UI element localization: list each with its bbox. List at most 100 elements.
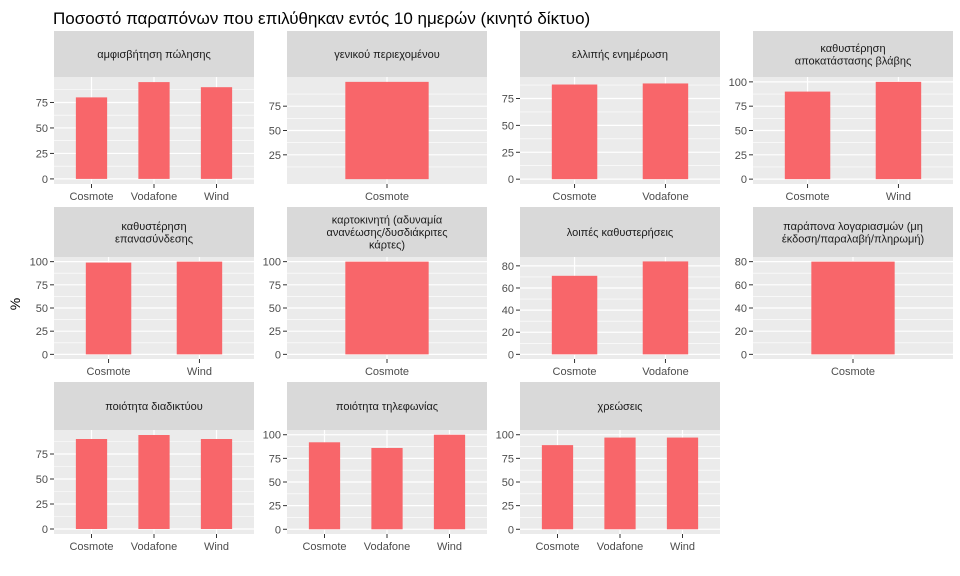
x-tick-label: Wind [670, 541, 695, 553]
bar [642, 261, 689, 355]
x-tick-label: Cosmote [553, 366, 597, 378]
y-tick-label: 60 [735, 280, 747, 292]
x-tick-label: Vodafone [642, 366, 689, 378]
facet-strip-label: ανανέωσης/δυσδιάκριτες [326, 227, 447, 239]
facet-panel: ποιότητα τηλεφωνίας 0 25 50 75 100 Cosmote Voda… [263, 382, 487, 553]
y-tick-label: 75 [36, 280, 48, 292]
x-tick-label: Cosmote [69, 541, 113, 553]
y-tick-label: 20 [502, 327, 514, 339]
facet-strip [287, 31, 487, 77]
bar [75, 97, 108, 179]
y-tick-label: 25 [36, 326, 48, 338]
x-tick-label: Cosmote [302, 541, 346, 553]
bar [345, 81, 429, 180]
y-tick-label: 75 [502, 453, 514, 465]
y-tick-label: 0 [42, 524, 48, 536]
y-tick-label: 0 [275, 524, 281, 536]
facet-strip-label: λοιπές καθυστερήσεις [567, 227, 673, 239]
y-tick-label: 25 [269, 150, 281, 162]
y-tick-label: 25 [269, 501, 281, 513]
y-tick-label: 0 [741, 349, 747, 361]
y-tick-label: 25 [36, 148, 48, 160]
x-tick-label: Cosmote [87, 366, 131, 378]
facet-strip-label: ποιότητα διαδικτύου [105, 401, 203, 413]
x-tick-label: Vodafone [364, 541, 411, 553]
facet-strip [753, 31, 953, 77]
facet-strip-label: ελλιπής ενημέρωση [572, 49, 668, 61]
y-tick-label: 40 [502, 305, 514, 317]
y-tick-label: 50 [735, 126, 747, 138]
bar [200, 439, 233, 529]
y-tick-label: 100 [729, 77, 747, 89]
facet-panel: λοιπές καθυστερήσεις 0 20 40 60 80 Cosmote Voda… [502, 207, 720, 378]
y-tick-label: 50 [36, 123, 48, 135]
facet-strip-label: κάρτες) [369, 240, 405, 252]
facet-panel: χρεώσεις 0 25 50 75 100 Cosmote Vodafone Wind [496, 382, 720, 553]
y-tick-label: 0 [42, 349, 48, 361]
facet-panel: αμφισβήτηση πώλησης 0 25 50 75 Cosmote Vodafon… [36, 31, 254, 203]
x-tick-label: Wind [204, 541, 229, 553]
y-tick-label: 100 [496, 430, 514, 442]
facet-strip-label: γενικού περιεχομένου [334, 49, 439, 61]
y-tick-label: 0 [42, 174, 48, 186]
facet-strip [54, 31, 254, 77]
y-tick-label: 80 [502, 261, 514, 273]
facet-panel: παράπονα λογαριασμών (μηέκδοση/παραλαβή/… [735, 207, 953, 378]
bar [551, 84, 598, 180]
y-tick-label: 25 [36, 499, 48, 511]
bar [604, 437, 636, 530]
y-tick-label: 20 [735, 326, 747, 338]
y-tick-label: 0 [508, 174, 514, 186]
x-tick-label: Cosmote [365, 366, 409, 378]
y-tick-label: 50 [502, 477, 514, 489]
bar [875, 81, 922, 180]
y-tick-label: 25 [735, 150, 747, 162]
x-tick-label: Cosmote [535, 541, 579, 553]
facet-strip [520, 207, 720, 257]
y-tick-label: 0 [275, 349, 281, 361]
bar [784, 91, 831, 180]
y-tick-label: 50 [269, 126, 281, 138]
facet-strip [54, 207, 254, 257]
facet-panel: ποιότητα διαδικτύου 0 25 50 75 Cosmote Vodafon… [36, 382, 254, 553]
y-tick-label: 50 [502, 120, 514, 132]
bar [433, 434, 466, 530]
y-tick-label: 40 [735, 303, 747, 315]
bar [85, 262, 132, 355]
y-tick-label: 50 [36, 474, 48, 486]
facet-panel: γενικού περιεχομένου 25 50 75 Cosmote [269, 31, 487, 203]
bar [371, 447, 403, 530]
facet-strip-label: αποκατάστασης βλάβης [795, 55, 912, 67]
y-tick-label: 25 [502, 147, 514, 159]
facet-strip-label: επανασύνδεσης [115, 233, 193, 245]
x-tick-label: Cosmote [831, 366, 875, 378]
y-tick-label: 25 [269, 326, 281, 338]
facet-grid: αμφισβήτηση πώλησης 0 25 50 75 Cosmote Vodafon… [30, 31, 953, 553]
bar [642, 83, 689, 180]
facet-strip [520, 31, 720, 77]
y-tick-label: 50 [269, 477, 281, 489]
facet-strip [520, 382, 720, 430]
facet-strip-label: χρεώσεις [598, 401, 643, 413]
facet-panel: καρτοκινητή (αδυναμίαανανέωσης/δυσδιάκρι… [263, 207, 487, 378]
facet-strip [54, 382, 254, 430]
y-tick-label: 75 [502, 94, 514, 106]
facet-strip [287, 382, 487, 430]
x-tick-label: Cosmote [365, 191, 409, 203]
facet-strip-label: ποιότητα τηλεφωνίας [336, 401, 438, 413]
y-tick-label: 25 [502, 501, 514, 513]
y-tick-label: 75 [735, 101, 747, 113]
x-tick-label: Wind [437, 541, 462, 553]
bar [666, 437, 699, 530]
facet-strip-label: καθυστέρηση [820, 43, 885, 55]
y-tick-label: 0 [741, 174, 747, 186]
y-tick-label: 100 [263, 257, 281, 269]
bar [200, 87, 233, 179]
facet-strip [287, 207, 487, 257]
facet-strip-label: καρτοκινητή (αδυναμία [332, 215, 443, 227]
bar [138, 82, 170, 179]
facet-panel-background [520, 257, 720, 359]
